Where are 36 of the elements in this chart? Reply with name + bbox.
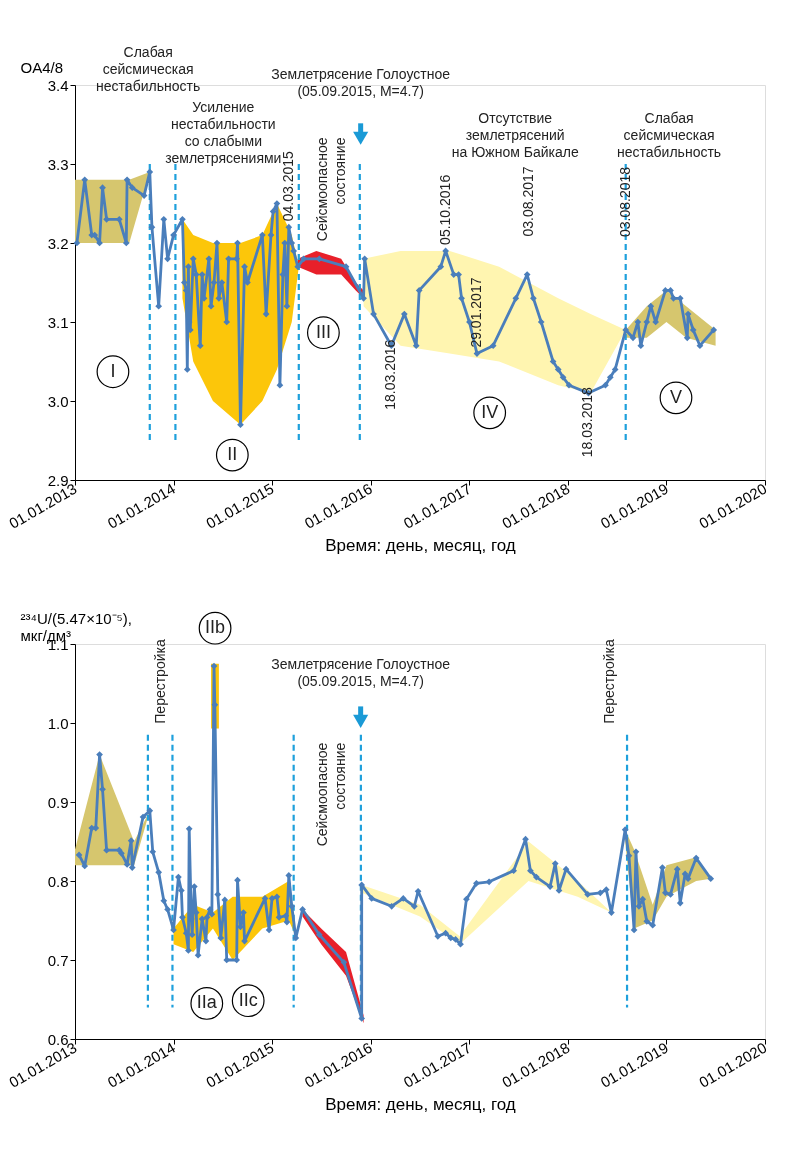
y-tick-label: 3.0 [47,392,69,410]
annotation: 18.03.2016 [382,339,399,410]
annotation: III [315,321,331,342]
annotation: Слабая сейсмическая нестабильность [617,109,722,160]
text: IIb [205,617,226,638]
annotation: Слабая сейсмическая нестабильность [96,43,201,94]
annotation: V [669,386,682,407]
annotation: 05.10.2016 [436,174,453,245]
annotation: 03.08.2017 [520,166,537,237]
annotation: Сейсмоопасное состояние [314,137,349,242]
annotation: Перестройка [152,639,169,724]
y-tick-label: 3.4 [47,76,69,94]
x-axis-title: Время: день, месяц, год [325,1094,516,1114]
annotation: Землетрясение Голоустное (05.09.2015, M=4.7) [271,656,451,690]
annotation: 18.03.2018 [579,386,596,458]
annotation: 03.08.2018 [616,166,633,237]
y-tick-label: 1.0 [47,714,69,732]
y-tick-label: 0.7 [47,951,69,969]
y-tick-label: 0.9 [47,793,69,811]
annotation: Усиление нестабильности со слабыми землетрясениями [165,98,282,166]
x-axis-title: Время: день, месяц, год [325,535,516,555]
y-tick-label: 3.3 [47,155,69,173]
y-tick-label: 3.1 [47,313,69,331]
annotation: IIa [196,992,218,1013]
y-axis-title: OA4/8 [20,58,64,76]
annotation: Землетрясение Голоустное (05.09.2015, M=4.7) [271,65,451,99]
annotation: 29.01.2017 [467,277,484,348]
annotation: Перестройка [601,639,618,724]
y-tick-label: 3.2 [47,234,69,252]
annotation: IV [481,401,499,422]
annotation: Отсутствие землетрясений на Южном Байкале [451,109,579,160]
annotation: Сейсмоопасное состояние [314,742,349,847]
annotation: IIc [238,989,258,1010]
annotation: I [110,360,116,381]
annotation: II [227,444,238,465]
y-tick-label: 0.8 [47,872,69,890]
